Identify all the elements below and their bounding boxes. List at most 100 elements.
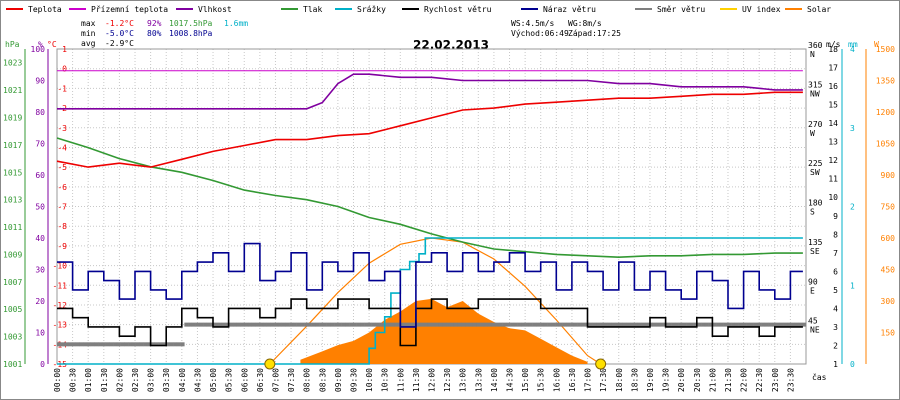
x-tick-label: 01:00 bbox=[84, 368, 93, 392]
hpa-tick-label: 1013 bbox=[3, 196, 22, 205]
wind-direction-marker bbox=[577, 322, 582, 327]
x-tick-label: 23:30 bbox=[786, 368, 795, 392]
axis-title-hpa: hPa bbox=[5, 40, 20, 49]
wind-direction-marker bbox=[356, 322, 361, 327]
x-tick-label: 06:30 bbox=[256, 368, 265, 392]
x-tick-label: 15:00 bbox=[521, 368, 530, 392]
wind-direction-marker bbox=[75, 342, 80, 347]
wind-direction-marker bbox=[701, 322, 706, 327]
ms-tick-label: 7 bbox=[833, 249, 838, 258]
wind-direction-marker bbox=[424, 322, 429, 327]
x-axis-title: čas bbox=[812, 372, 827, 382]
ms-tick-label: 3 bbox=[833, 323, 838, 332]
w-tick-label: 900 bbox=[881, 171, 896, 180]
wind-direction-marker bbox=[367, 322, 372, 327]
x-tick-label: 21:00 bbox=[708, 368, 717, 392]
wind-direction-marker bbox=[697, 322, 702, 327]
wind-direction-marker bbox=[615, 322, 620, 327]
ms-tick-label: 6 bbox=[833, 267, 838, 276]
dir-tick-label: SW bbox=[810, 168, 820, 177]
stat-max-press: 1017.5hPa bbox=[169, 19, 213, 28]
wind-direction-marker bbox=[794, 322, 799, 327]
wind-direction-marker bbox=[349, 322, 354, 327]
wind-direction-marker bbox=[90, 342, 95, 347]
wind-direction-marker bbox=[791, 322, 796, 327]
wind-direction-marker bbox=[495, 322, 500, 327]
pct-tick-label: 90 bbox=[35, 77, 45, 86]
x-tick-label: 18:00 bbox=[615, 368, 624, 392]
wind-direction-marker bbox=[326, 322, 331, 327]
wind-direction-marker bbox=[79, 342, 84, 347]
wind-direction-marker bbox=[592, 322, 597, 327]
wind-direction-marker bbox=[802, 322, 807, 327]
wind-direction-marker bbox=[667, 322, 672, 327]
ms-tick-label: 9 bbox=[833, 212, 838, 221]
wind-direction-marker bbox=[573, 322, 578, 327]
wind-direction-marker bbox=[588, 322, 593, 327]
ms-tick-label: 8 bbox=[833, 230, 838, 239]
x-tick-label: 10:00 bbox=[365, 368, 374, 392]
stat-avg-temp: -2.9°C bbox=[105, 39, 134, 48]
wind-direction-marker bbox=[109, 342, 114, 347]
wind-direction-marker bbox=[757, 322, 762, 327]
wind-direction-marker bbox=[566, 322, 571, 327]
degc-tick-label: -3 bbox=[57, 124, 67, 133]
x-tick-label: 05:30 bbox=[225, 368, 234, 392]
pct-tick-label: 80 bbox=[35, 108, 45, 117]
wind-direction-marker bbox=[236, 322, 241, 327]
wind-direction-marker bbox=[251, 322, 256, 327]
x-tick-label: 08:30 bbox=[318, 368, 327, 392]
wind-direction-marker bbox=[719, 322, 724, 327]
wind-direction-marker bbox=[753, 322, 758, 327]
ms-tick-label: 15 bbox=[828, 101, 838, 110]
mm-tick-label: 1 bbox=[850, 281, 855, 290]
wind-direction-marker bbox=[551, 322, 556, 327]
wind-direction-marker bbox=[158, 342, 163, 347]
wind-direction-marker bbox=[652, 322, 657, 327]
wind-direction-marker bbox=[255, 322, 260, 327]
ms-tick-label: 16 bbox=[828, 82, 838, 91]
dir-tick-value: 45 bbox=[808, 317, 818, 326]
dir-tick-label: N bbox=[810, 50, 815, 59]
x-tick-label: 16:00 bbox=[552, 368, 561, 392]
legend-label: Směr větru bbox=[657, 5, 705, 14]
x-tick-label: 08:00 bbox=[303, 368, 312, 392]
wind-direction-marker bbox=[716, 322, 721, 327]
wind-direction-marker bbox=[656, 322, 661, 327]
degc-tick-label: 0 bbox=[62, 65, 67, 74]
x-tick-label: 10:30 bbox=[381, 368, 390, 392]
mm-tick-label: 4 bbox=[850, 45, 855, 54]
hpa-tick-label: 1017 bbox=[3, 141, 22, 150]
x-tick-label: 15:30 bbox=[537, 368, 546, 392]
hpa-tick-label: 1001 bbox=[3, 360, 22, 369]
wind-direction-marker bbox=[330, 322, 335, 327]
chart-title: 22.02.2013 bbox=[413, 38, 489, 52]
wind-direction-marker bbox=[315, 322, 320, 327]
wind-direction-marker bbox=[581, 322, 586, 327]
w-tick-label: 150 bbox=[881, 329, 896, 338]
stat-ws: WS:4.5m/s bbox=[511, 19, 555, 28]
wind-direction-marker bbox=[292, 322, 297, 327]
wind-direction-marker bbox=[135, 342, 140, 347]
wind-direction-marker bbox=[783, 322, 788, 327]
w-tick-label: 1050 bbox=[876, 140, 895, 149]
legend-label: Srážky bbox=[357, 5, 386, 14]
wind-direction-marker bbox=[738, 322, 743, 327]
wind-direction-marker bbox=[734, 322, 739, 327]
wind-direction-marker bbox=[386, 322, 391, 327]
wind-direction-marker bbox=[225, 322, 230, 327]
wind-direction-marker bbox=[274, 322, 279, 327]
dir-tick-value: 180 bbox=[808, 199, 823, 208]
wind-direction-marker bbox=[704, 322, 709, 327]
wind-direction-marker bbox=[173, 342, 178, 347]
dir-tick-value: 135 bbox=[808, 238, 823, 247]
ms-tick-label: 14 bbox=[828, 119, 838, 128]
ms-tick-label: 12 bbox=[828, 156, 838, 165]
legend-label: Tlak bbox=[303, 5, 322, 14]
wind-direction-marker bbox=[139, 342, 144, 347]
wind-direction-marker bbox=[420, 322, 425, 327]
wind-direction-marker bbox=[513, 322, 518, 327]
dir-tick-value: 225 bbox=[808, 159, 823, 168]
dir-tick-label: E bbox=[810, 286, 815, 295]
